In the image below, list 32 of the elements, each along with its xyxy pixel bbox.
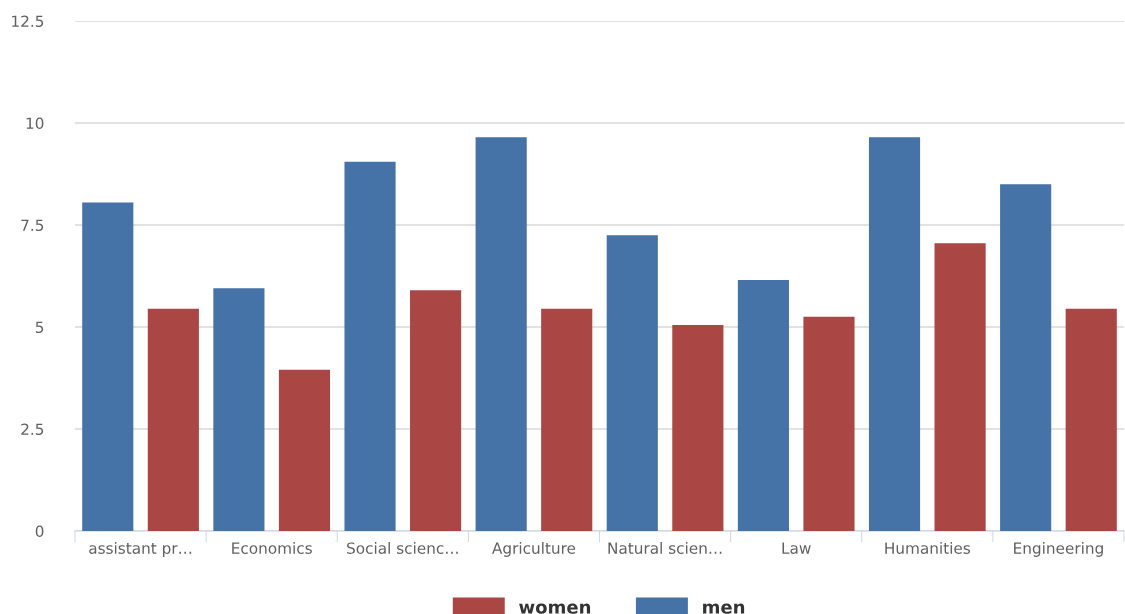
x-tick-label: Economics [232,542,312,554]
y-tick-label: 5 [35,321,44,334]
x-tick-label: Social scienc… [347,542,458,554]
bar [344,161,396,531]
bar [475,137,527,531]
bar [672,324,724,531]
y-tick-label: 7.5 [21,219,44,232]
y-tick-label: 12.5 [12,15,44,28]
bar [410,290,462,531]
x-tick-label: Humanities [885,542,971,554]
bar [1065,308,1117,531]
y-tick-label: 2.5 [21,423,44,436]
x-tick-label: Engineering [1014,542,1103,557]
x-tick-label: Agriculture [492,542,576,557]
bar [541,308,593,531]
x-tick-label: Law [782,542,811,554]
bar [213,288,265,531]
bar [147,308,199,531]
bar [278,369,331,531]
y-tick-label: 10 [26,117,44,130]
bar [803,316,855,531]
y-tick-label: 0 [35,525,44,538]
bar [1000,184,1052,531]
legend-label: women [519,603,591,614]
x-tick-label: assistant pr… [89,542,192,557]
x-tick-label: Natural scien… [608,542,722,554]
bar [934,243,986,531]
bar [737,280,789,531]
bar [606,235,658,531]
bar [82,202,134,531]
legend-label: men [703,603,745,614]
bar [868,137,921,531]
